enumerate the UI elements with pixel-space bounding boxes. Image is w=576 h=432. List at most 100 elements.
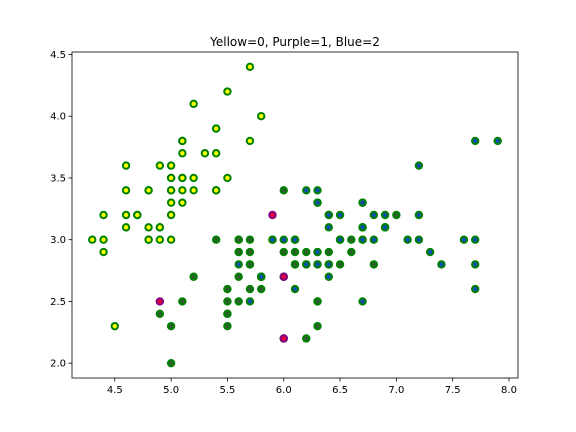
data-point — [189, 99, 198, 109]
data-point — [290, 247, 300, 257]
data-point — [166, 358, 176, 368]
data-point — [234, 260, 243, 269]
data-point — [245, 260, 255, 269]
data-point — [302, 247, 311, 257]
data-point — [313, 297, 322, 306]
data-point — [144, 235, 153, 244]
data-point — [335, 260, 345, 269]
data-point — [189, 186, 198, 195]
data-point — [200, 149, 210, 158]
data-point — [279, 186, 288, 195]
data-point — [358, 198, 367, 207]
data-point — [437, 260, 446, 269]
data-point — [358, 297, 367, 306]
data-point — [268, 210, 277, 220]
data-point — [245, 235, 255, 244]
data-point — [99, 235, 108, 244]
data-point — [211, 149, 221, 158]
data-point — [211, 235, 221, 244]
data-point — [290, 235, 300, 244]
data-point — [425, 247, 435, 257]
data-point — [471, 235, 480, 244]
data-point — [392, 210, 401, 220]
y-axis: 2.0 2.5 3.0 3.5 4.0 4.5 — [50, 50, 72, 370]
data-point — [166, 235, 176, 244]
data-point — [313, 198, 322, 207]
data-point — [245, 247, 255, 257]
data-point — [335, 235, 345, 244]
data-point — [121, 210, 131, 220]
x-tick-label: 8.0 — [501, 385, 517, 396]
data-point — [257, 272, 266, 281]
data-point — [245, 297, 255, 306]
data-point — [155, 309, 165, 318]
data-point — [223, 297, 232, 306]
data-point — [223, 321, 232, 331]
data-point — [144, 186, 153, 195]
data-point — [178, 198, 187, 207]
data-point — [178, 186, 187, 195]
x-tick-label: 6.5 — [332, 385, 348, 396]
data-point — [178, 297, 187, 306]
data-point — [155, 235, 165, 244]
y-tick-label: 3.0 — [50, 235, 66, 246]
data-point — [335, 210, 345, 220]
data-point — [414, 210, 424, 220]
data-point — [155, 297, 165, 306]
y-tick-label: 2.5 — [50, 297, 66, 308]
data-point — [223, 309, 232, 318]
data-point — [155, 161, 165, 170]
data-point — [313, 186, 322, 195]
data-point — [223, 87, 232, 96]
data-point — [121, 161, 131, 170]
data-point — [313, 321, 322, 331]
data-point — [133, 210, 142, 220]
data-point — [257, 112, 266, 121]
data-point — [313, 260, 322, 269]
data-point — [166, 173, 176, 183]
data-point — [324, 272, 333, 281]
data-point — [380, 210, 390, 220]
data-point — [302, 334, 311, 343]
x-tick-label: 4.5 — [107, 385, 123, 396]
data-point — [121, 186, 131, 195]
data-point — [166, 321, 176, 331]
data-point — [178, 149, 187, 158]
data-point — [223, 284, 232, 294]
y-tick-label: 2.0 — [50, 359, 66, 370]
x-tick-label: 5.0 — [163, 385, 179, 396]
y-tick-label: 3.5 — [50, 173, 66, 184]
data-point — [211, 186, 221, 195]
data-point — [290, 284, 300, 294]
data-point — [166, 161, 176, 170]
x-tick-label: 7.5 — [445, 385, 461, 396]
data-point — [414, 235, 424, 244]
data-point — [245, 136, 255, 146]
data-point — [257, 284, 266, 294]
data-point — [313, 247, 322, 257]
data-point — [279, 235, 288, 244]
data-point — [302, 260, 311, 269]
data-point — [234, 235, 243, 244]
data-point — [347, 247, 356, 257]
data-point — [211, 124, 221, 133]
data-point — [234, 247, 243, 257]
data-point — [110, 321, 120, 331]
chart-title: Yellow=0, Purple=1, Blue=2 — [209, 35, 380, 49]
data-point — [380, 223, 390, 232]
data-point — [358, 235, 367, 244]
data-point — [279, 247, 288, 257]
x-tick-label: 7.0 — [388, 385, 404, 396]
data-point — [324, 223, 333, 232]
data-point — [178, 173, 187, 183]
data-point — [268, 235, 277, 244]
plot-frame — [71, 51, 519, 379]
data-point — [189, 173, 198, 183]
data-point — [166, 186, 176, 195]
data-point — [324, 260, 333, 269]
data-point — [290, 260, 300, 269]
data-point — [245, 284, 255, 294]
data-point — [302, 186, 311, 195]
data-point — [369, 260, 379, 269]
